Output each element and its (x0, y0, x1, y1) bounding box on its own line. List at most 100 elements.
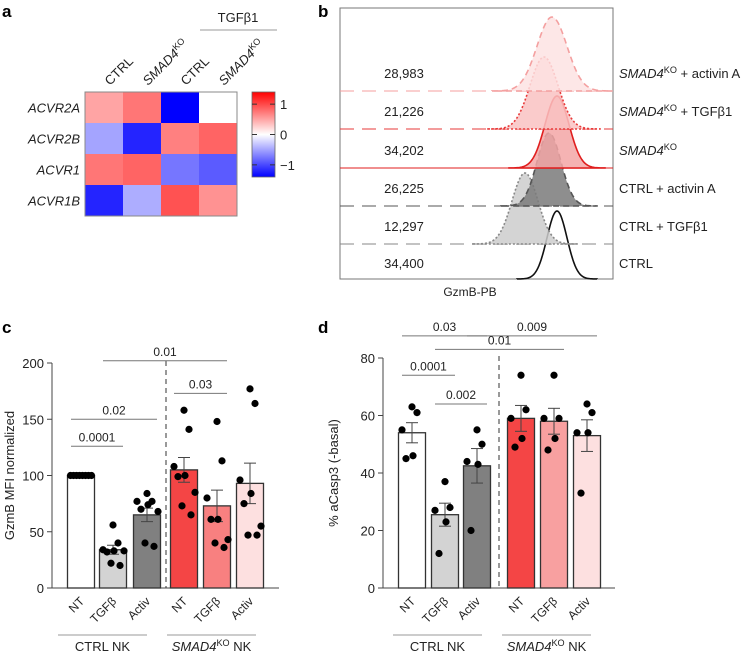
heatmap-cell (123, 154, 161, 185)
data-point (114, 539, 122, 547)
track-label: CTRL + TGFβ1 (619, 219, 708, 234)
data-point (174, 473, 182, 481)
track-label-main: CTRL (619, 181, 653, 196)
histogram-curve (500, 132, 598, 207)
p-value-label: 0.01 (153, 345, 177, 359)
p-value-label: 0.03 (189, 377, 213, 391)
panel-label-d: d (318, 318, 328, 337)
x-tick-label: NT (66, 594, 88, 616)
data-point (144, 501, 152, 509)
data-point (214, 515, 222, 523)
data-point (103, 548, 111, 556)
x-tick-label: TGFβ (528, 594, 560, 626)
x-tick-label: TGFβ (191, 594, 223, 626)
y-axis-label: % aCasp3 (-basal) (326, 419, 341, 527)
data-point (251, 399, 259, 408)
data-point (253, 531, 261, 539)
data-point (180, 406, 188, 414)
data-point (478, 440, 486, 448)
track-label-sup: KO (664, 65, 677, 75)
data-point (191, 488, 199, 496)
data-point (540, 414, 548, 422)
group-label: SMAD4KO NK (172, 638, 252, 654)
bar (539, 420, 569, 589)
x-tick-label: Activ (455, 594, 483, 622)
column-label-main: SMAD4 (140, 46, 182, 88)
track-label-main: SMAD4 (619, 66, 664, 81)
data-point (120, 547, 128, 555)
heatmap-cell (161, 185, 199, 216)
bar (572, 434, 602, 589)
p-value-label: 0.0001 (79, 430, 116, 444)
data-point (154, 507, 162, 516)
x-tick-label: NT (169, 594, 191, 616)
data-point (87, 471, 96, 480)
x-tick-label: Activ (228, 594, 256, 622)
data-point (398, 426, 406, 434)
data-point (442, 518, 450, 526)
data-point (244, 531, 252, 539)
data-point (133, 497, 141, 505)
track-label-sup: KO (664, 103, 677, 113)
data-point (178, 502, 186, 510)
panel-label-c: c (2, 318, 11, 337)
data-point (220, 543, 228, 552)
y-tick-label: 100 (22, 469, 44, 484)
track-label-rest: + TGFβ1 (677, 104, 732, 119)
data-point (431, 506, 439, 514)
heatmap-cell (85, 92, 123, 123)
column-group-label: TGFβ1 (218, 10, 259, 25)
track-label-rest: + activin A (652, 181, 716, 196)
data-point (507, 414, 515, 422)
heatmap-cell (85, 123, 123, 154)
histogram-panel: 28,983 SMAD4KO + activin A21,226 SMAD4KO +… (339, 7, 740, 299)
y-tick-label: 20 (361, 524, 375, 539)
heatmap-column-label: CTRL (178, 54, 213, 89)
data-point (110, 547, 118, 555)
panel-label-b: b (318, 2, 328, 21)
data-point (181, 471, 189, 480)
data-point (441, 478, 449, 486)
heatmap-cell (161, 154, 199, 185)
bar (506, 417, 536, 589)
data-point (137, 505, 145, 513)
y-tick-label: 200 (22, 356, 44, 371)
x-tick-label: TGFβ (419, 594, 451, 626)
data-point (550, 371, 558, 379)
data-point (463, 457, 471, 466)
data-point (203, 494, 211, 502)
heatmap-cell (199, 123, 237, 154)
x-tick-label: NT (506, 594, 528, 616)
histogram-curve (491, 16, 613, 92)
heatmap-cell (161, 92, 199, 123)
data-point (246, 385, 254, 393)
track-label: SMAD4KO + activin A (619, 65, 740, 81)
colorbar-tick-label: 1 (280, 97, 287, 112)
heatmap-cell (85, 154, 123, 185)
x-tick-label: Activ (565, 594, 593, 622)
x-tick-label: TGFβ (87, 594, 119, 626)
data-point (224, 536, 232, 544)
histogram-curve (472, 172, 578, 245)
group-label-main: SMAD4 (507, 639, 552, 654)
heatmap-cell (123, 123, 161, 154)
track-label: CTRL (619, 256, 653, 271)
mfi-value: 28,983 (384, 66, 424, 81)
data-point (555, 414, 563, 422)
p-value-label: 0.0001 (410, 359, 447, 373)
data-point (435, 549, 443, 558)
y-tick-label: 50 (30, 525, 44, 540)
data-point (573, 429, 581, 437)
bar (169, 469, 199, 589)
data-point (107, 559, 115, 567)
data-point (207, 515, 215, 523)
track-label: SMAD4KO (619, 142, 677, 158)
p-value-label: 0.03 (433, 320, 457, 334)
data-point (446, 503, 454, 512)
bar (462, 465, 492, 589)
y-axis-label: GzmB MFI normalized (2, 411, 17, 540)
heatmap-cell (85, 185, 123, 216)
colorbar-tick-label: −1 (280, 158, 295, 173)
